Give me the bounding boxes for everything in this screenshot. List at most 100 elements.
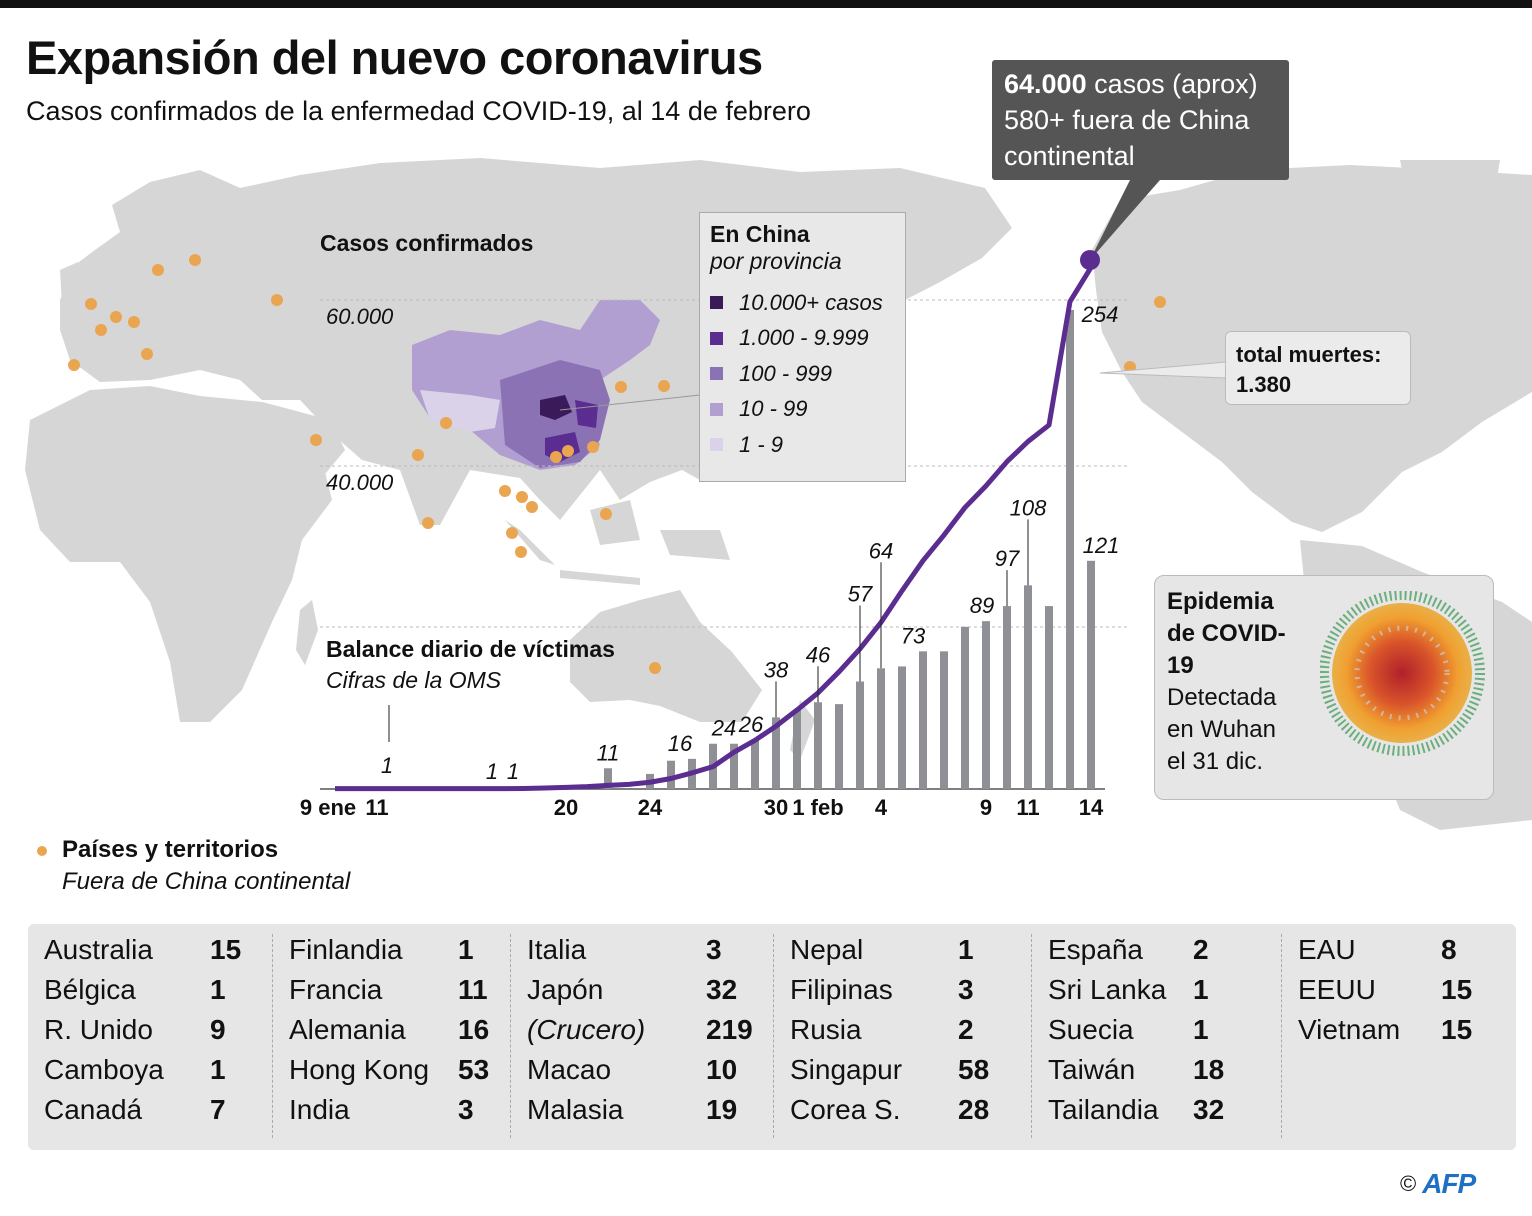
country-dot bbox=[422, 517, 434, 529]
country-count: 1 bbox=[958, 934, 974, 965]
country-count: 32 bbox=[1193, 1094, 1225, 1125]
wuhan-pointer bbox=[559, 394, 701, 411]
column-separator bbox=[510, 934, 511, 1138]
x-tick-label: 4 bbox=[875, 795, 888, 820]
page-title: Expansión del nuevo coronavirus bbox=[26, 31, 763, 84]
countries-legend-title: Países y territorios bbox=[62, 836, 279, 863]
country-name: Malasia bbox=[527, 1094, 624, 1125]
bar-label: 26 bbox=[738, 712, 764, 737]
bar-5-feb bbox=[898, 666, 906, 789]
china-legend: En China por provincia 10.000+ casos 1.0… bbox=[699, 212, 906, 482]
country-dot bbox=[110, 311, 122, 323]
country-name: Japón bbox=[527, 974, 604, 1005]
virus-text3: el 31 dic. bbox=[1167, 748, 1264, 775]
japan bbox=[632, 330, 672, 400]
legend-dot-icon bbox=[37, 846, 47, 856]
bar-28-ene bbox=[730, 743, 738, 789]
country-name: Suecia bbox=[1048, 1014, 1134, 1045]
greenland bbox=[1400, 160, 1500, 240]
bar-label: 1 bbox=[507, 759, 519, 784]
legend-label: 100 - 999 bbox=[739, 360, 832, 386]
country-count: 53 bbox=[458, 1054, 490, 1085]
virus-box: Epidemia de COVID-19 Detectada en Wuhan … bbox=[1154, 575, 1494, 800]
country-dot bbox=[85, 298, 97, 310]
virus-text1: Detectada bbox=[1167, 684, 1277, 711]
bar-1-feb bbox=[814, 702, 822, 789]
country-name: Italia bbox=[527, 934, 587, 965]
callout-line2: 580+ fuera de China bbox=[1004, 105, 1250, 135]
bar-9-feb bbox=[982, 621, 990, 789]
bar-30-ene bbox=[772, 717, 780, 789]
country-dot bbox=[1154, 296, 1166, 308]
country-dot bbox=[600, 508, 612, 520]
bar-2-feb bbox=[835, 704, 843, 789]
bar-label: 1 bbox=[486, 759, 498, 784]
callout-pointer bbox=[1090, 180, 1160, 260]
bar-11-feb bbox=[1024, 585, 1032, 789]
china-tibet bbox=[420, 390, 500, 432]
bar-label: 254 bbox=[1081, 302, 1119, 327]
bar-label: 24 bbox=[711, 716, 736, 741]
cases-tick-40000: 40.000 bbox=[326, 470, 394, 495]
x-tick-label: 11 bbox=[1016, 795, 1039, 820]
country-dot bbox=[128, 316, 140, 328]
bar-31-ene bbox=[793, 709, 801, 789]
bar-7-feb bbox=[940, 651, 948, 789]
country-count: 58 bbox=[958, 1054, 990, 1085]
bar-25-ene bbox=[667, 760, 675, 789]
bar-label: 57 bbox=[848, 582, 873, 607]
country-dot bbox=[499, 485, 511, 497]
uk bbox=[60, 262, 82, 305]
country-name: Corea S. bbox=[790, 1094, 901, 1125]
cases-line bbox=[335, 266, 1094, 792]
country-count: 11 bbox=[458, 974, 488, 1005]
legend-label: 1 - 9 bbox=[739, 431, 784, 457]
country-count: 3 bbox=[458, 1094, 474, 1125]
country-dot bbox=[271, 294, 283, 306]
bar-label: 1 bbox=[381, 753, 393, 778]
countries-legend-subtitle: Fuera de China continental bbox=[62, 868, 351, 895]
bar-10-feb bbox=[1003, 606, 1011, 789]
chart-title: Balance diario de víctimas bbox=[326, 636, 615, 662]
x-tick-label: 11 bbox=[365, 795, 388, 820]
bar-14-feb bbox=[1087, 560, 1095, 789]
africa bbox=[25, 386, 332, 722]
legend-label: 10.000+ casos bbox=[739, 289, 883, 315]
footer: © AFP bbox=[1400, 1168, 1476, 1200]
country-count: 18 bbox=[1193, 1054, 1225, 1085]
x-tick-label: 14 bbox=[1079, 795, 1104, 820]
hubei bbox=[540, 395, 572, 420]
country-dot bbox=[562, 445, 574, 457]
country-name: India bbox=[289, 1094, 350, 1125]
country-dot bbox=[658, 380, 670, 392]
country-dot bbox=[515, 546, 527, 558]
swatch-icon bbox=[710, 438, 723, 452]
country-count: 9 bbox=[210, 1014, 226, 1045]
country-dot bbox=[152, 264, 164, 276]
legend-item: 1.000 - 9.999 bbox=[710, 321, 895, 357]
column-separator bbox=[272, 934, 273, 1138]
bar-label: 16 bbox=[668, 731, 693, 756]
legend-item: 100 - 999 bbox=[710, 356, 895, 392]
legend-item: 10 - 99 bbox=[710, 392, 895, 428]
cases-tick-60000: 60.000 bbox=[326, 304, 394, 329]
callout-line3: continental bbox=[1004, 141, 1135, 171]
bar-label: 73 bbox=[901, 623, 926, 648]
country-count: 2 bbox=[1193, 934, 1209, 965]
country-dot bbox=[526, 501, 538, 513]
bar-29-ene bbox=[751, 739, 759, 789]
australia bbox=[570, 590, 762, 722]
page-subtitle: Casos confirmados de la enfermedad COVID… bbox=[26, 96, 811, 126]
country-count: 3 bbox=[706, 934, 722, 965]
country-name: R. Unido bbox=[44, 1014, 153, 1045]
x-tick-label: 24 bbox=[638, 795, 663, 820]
country-dot bbox=[550, 451, 562, 463]
country-name: Alemania bbox=[289, 1014, 406, 1045]
country-name: Filipinas bbox=[790, 974, 893, 1005]
country-count: 28 bbox=[958, 1094, 990, 1125]
virus-illustration bbox=[1320, 591, 1485, 756]
x-tick-label: 1 feb bbox=[792, 795, 843, 820]
country-dot bbox=[141, 348, 153, 360]
legend-label: 10 - 99 bbox=[739, 396, 808, 422]
